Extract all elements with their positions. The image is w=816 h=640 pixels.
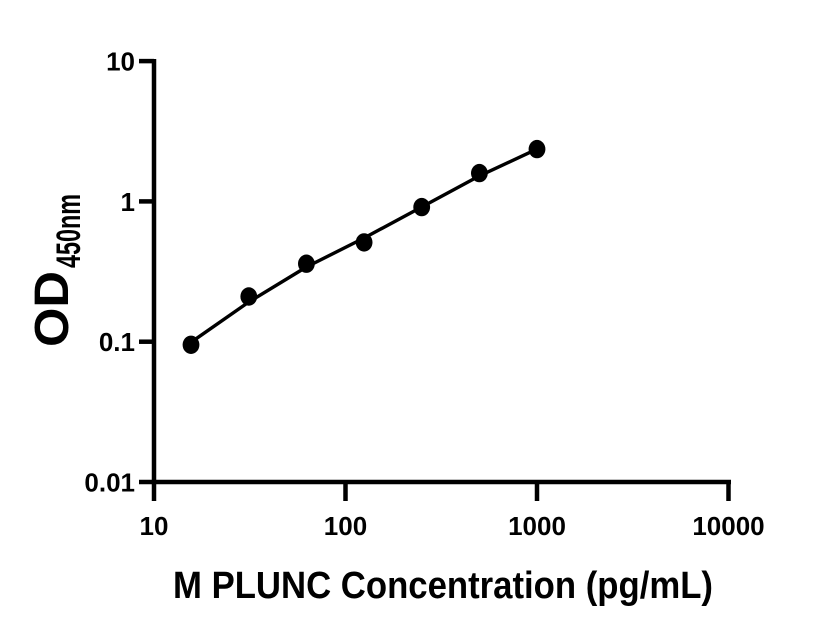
data-point [298, 254, 315, 273]
y-axis-title-main: OD [26, 271, 79, 347]
y-tick-labels: 0.01 0.1 1 10 [84, 47, 135, 498]
y-ticks [139, 58, 154, 485]
data-point [355, 233, 373, 252]
data-point [413, 197, 431, 217]
data-point [471, 163, 488, 183]
y-tick-label: 0.01 [84, 468, 135, 498]
y-axis: 0.01 0.1 1 10 [84, 47, 157, 498]
x-tick-label: 100 [324, 511, 367, 541]
x-tick-label: 10 [140, 511, 169, 541]
x-axis-title: M PLUNC Concentration (pg/mL) [173, 565, 713, 607]
y-axis-title: OD 450nm [26, 194, 88, 347]
data-point [528, 139, 546, 159]
y-axis-title-subscript: 450nm [50, 194, 88, 268]
y-tick-label: 1 [121, 187, 135, 217]
y-tick-label: 10 [106, 47, 135, 77]
x-tick-label: 10000 [692, 511, 764, 541]
x-ticks [151, 482, 731, 501]
x-tick-label: 1000 [508, 511, 566, 541]
data-points-group [182, 139, 546, 354]
data-point [240, 287, 258, 306]
y-tick-label: 0.1 [99, 327, 135, 357]
x-tick-labels: 10 100 1000 10000 [140, 511, 765, 541]
data-point [182, 335, 200, 354]
x-axis: 10 100 1000 10000 [140, 479, 765, 541]
